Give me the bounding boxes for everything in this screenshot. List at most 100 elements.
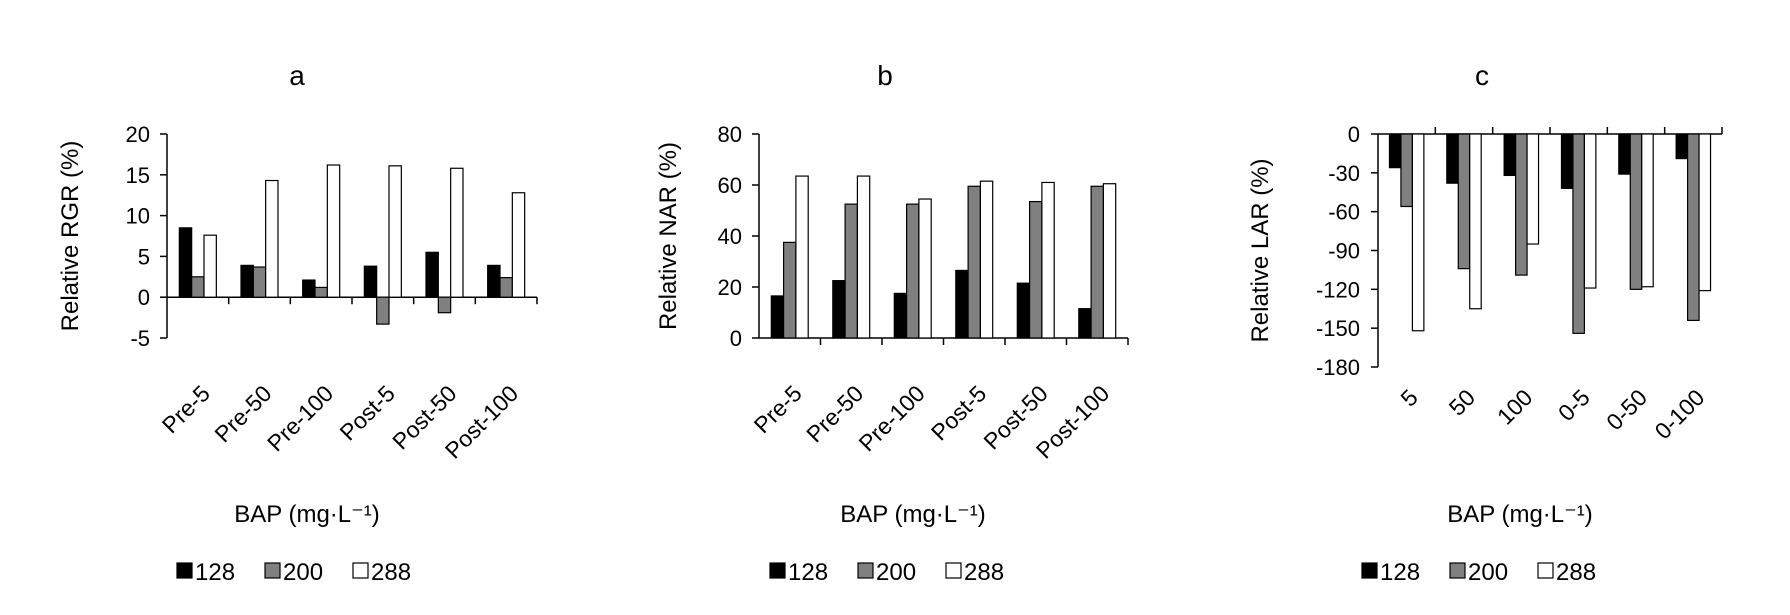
bar-128-5 <box>1388 133 1402 169</box>
y-tick-label: 0 <box>730 326 742 351</box>
bar-288-Post-100 <box>1102 183 1117 339</box>
bar-288-Post-5 <box>388 165 402 298</box>
x-tick-label: 100 <box>1492 384 1538 430</box>
bar-288-Pre-100 <box>918 198 932 339</box>
y-tick-label: -5 <box>130 326 150 351</box>
legend-label-128: 128 <box>788 559 828 586</box>
bar-128-Post-50 <box>1016 282 1031 339</box>
legend-label-288: 288 <box>1556 559 1596 586</box>
x-tick-label: 0-5 <box>1553 384 1595 426</box>
bar-200-Post-5 <box>376 296 390 325</box>
bar-200-Post-100 <box>1090 185 1104 339</box>
y-tick-label: 60 <box>718 173 742 198</box>
bar-128-Pre-5 <box>178 227 193 298</box>
y-tick-label: 5 <box>138 244 150 269</box>
bar-200-Pre-5 <box>782 241 797 339</box>
legend-swatch-200 <box>857 562 874 579</box>
y-axis-label: Relative LAR (%) <box>1247 158 1274 342</box>
bar-288-Post-100 <box>511 192 526 298</box>
bar-200-Post-50 <box>1028 200 1043 339</box>
legend-swatch-288 <box>1537 562 1554 579</box>
chart-title: b <box>877 60 893 91</box>
bar-200-Post-50 <box>437 296 452 314</box>
x-tick-label: 0-100 <box>1649 384 1709 444</box>
y-tick-label: 15 <box>126 163 150 188</box>
legend-label-128: 128 <box>1380 559 1420 586</box>
x-tick-label: 50 <box>1444 384 1480 420</box>
bar-128-Post-50 <box>425 251 439 298</box>
bar-288-Pre-50 <box>856 175 871 339</box>
y-tick-label: 0 <box>138 285 150 310</box>
legend-swatch-200 <box>264 562 281 579</box>
x-tick-label: Pre-5 <box>749 380 807 438</box>
bar-128-Post-5 <box>955 269 969 339</box>
bar-200-0-50 <box>1629 133 1643 290</box>
bar-200-Pre-50 <box>252 266 267 298</box>
bar-200-Post-5 <box>967 185 981 339</box>
y-tick-label: 10 <box>126 204 150 229</box>
legend-swatch-288 <box>352 562 369 579</box>
y-tick-label: -120 <box>1316 277 1360 302</box>
chart-title: a <box>289 60 305 91</box>
bar-288-0-50 <box>1641 133 1654 288</box>
bar-288-Post-5 <box>979 180 994 339</box>
bar-200-Pre-5 <box>191 276 205 298</box>
legend-label-200: 200 <box>1468 559 1508 586</box>
bar-200-0-5 <box>1572 133 1586 334</box>
bar-200-5 <box>1400 133 1414 208</box>
y-axis-label: Relative RGR (%) <box>57 141 84 332</box>
legend: 128 200 288 <box>769 559 1004 586</box>
y-tick-label: 20 <box>718 275 742 300</box>
bar-128-0-50 <box>1618 133 1631 175</box>
bar-128-Pre-50 <box>240 264 254 298</box>
legend-swatch-200 <box>1449 562 1466 579</box>
bar-128-Post-5 <box>363 265 378 298</box>
legend-label-288: 288 <box>964 559 1004 586</box>
y-tick-label: 40 <box>718 224 742 249</box>
x-tick-label: Pre-5 <box>157 380 215 438</box>
bar-128-Pre-50 <box>832 280 846 339</box>
bar-128-Pre-5 <box>770 295 785 339</box>
y-tick-label: 20 <box>126 122 150 147</box>
bar-200-100 <box>1514 133 1528 276</box>
bar-288-0-100 <box>1698 133 1712 292</box>
legend-label-288: 288 <box>371 559 411 586</box>
chart-panel-c: c Relative LAR (%) 0 -30 -60 -90 -120 -150 -180 5… <box>1247 60 1723 586</box>
bar-128-0-100 <box>1675 133 1689 160</box>
x-tick-label: 5 <box>1395 384 1422 411</box>
bar-200-50 <box>1457 133 1471 270</box>
bar-200-Post-100 <box>499 277 513 298</box>
legend: 128 200 288 <box>176 559 411 586</box>
x-axis-label: BAP (mg·L⁻¹) <box>1447 501 1593 528</box>
bar-200-Pre-100 <box>905 203 920 339</box>
bar-128-50 <box>1446 133 1459 184</box>
y-tick-label: -150 <box>1316 316 1360 341</box>
bar-128-Pre-100 <box>302 279 316 298</box>
bar-288-5 <box>1411 133 1425 332</box>
legend-label-200: 200 <box>876 559 916 586</box>
x-tick-label: Pre-100 <box>854 380 930 456</box>
bar-288-100 <box>1526 133 1540 245</box>
bar-288-Pre-100 <box>326 164 341 298</box>
legend-label-200: 200 <box>283 559 323 586</box>
legend-swatch-128 <box>1361 562 1378 579</box>
y-tick-label: 0 <box>1348 122 1360 147</box>
chart-title: c <box>1475 60 1489 91</box>
bar-200-Pre-50 <box>844 203 858 339</box>
bar-128-Pre-100 <box>893 292 908 339</box>
y-axis-label: Relative NAR (%) <box>655 142 682 330</box>
x-tick-label: Pre-100 <box>262 380 338 456</box>
x-axis-label: BAP (mg·L⁻¹) <box>234 501 380 528</box>
bar-288-Post-50 <box>450 167 464 298</box>
legend-label-128: 128 <box>195 559 235 586</box>
bar-288-0-5 <box>1583 133 1597 289</box>
y-tick-label: -30 <box>1328 161 1360 186</box>
legend: 128 200 288 <box>1361 559 1596 586</box>
bar-200-0-100 <box>1686 133 1700 321</box>
x-tick-label: 0-50 <box>1601 384 1652 435</box>
y-tick-label: -90 <box>1328 239 1360 264</box>
bar-288-Pre-5 <box>203 234 217 298</box>
bar-200-Pre-100 <box>314 286 328 298</box>
